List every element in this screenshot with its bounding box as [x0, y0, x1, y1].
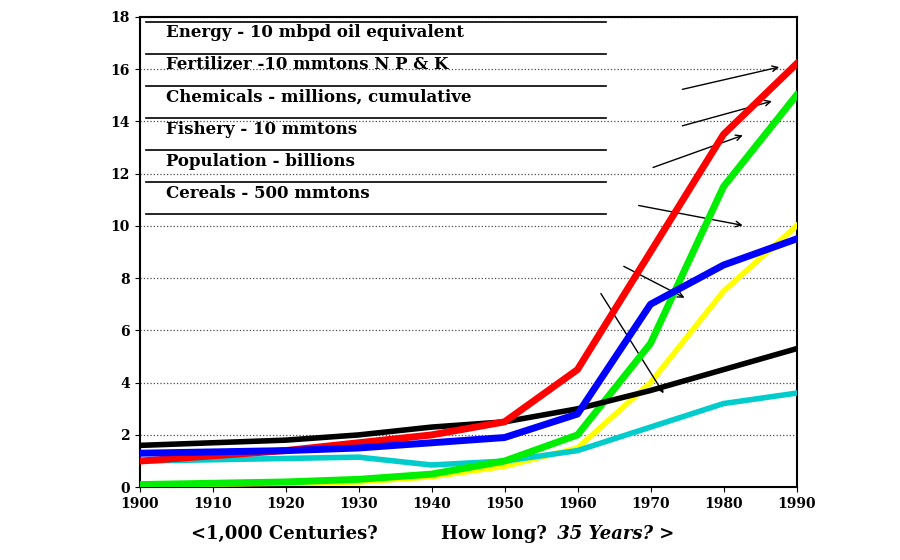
Text: Population - billions: Population - billions — [166, 153, 355, 170]
Text: <1,000 Centuries?: <1,000 Centuries? — [191, 525, 377, 543]
Text: Cereals - 500 mmtons: Cereals - 500 mmtons — [166, 185, 369, 202]
Text: How long?: How long? — [441, 525, 547, 543]
Text: Fertilizer -10 mmtons N P & K: Fertilizer -10 mmtons N P & K — [166, 57, 448, 73]
Text: Energy - 10 mbpd oil equivalent: Energy - 10 mbpd oil equivalent — [166, 24, 464, 41]
Text: Chemicals - millions, cumulative: Chemicals - millions, cumulative — [166, 88, 472, 105]
Text: 35 Years? >: 35 Years? > — [552, 525, 675, 543]
Text: Fishery - 10 mmtons: Fishery - 10 mmtons — [166, 121, 357, 138]
